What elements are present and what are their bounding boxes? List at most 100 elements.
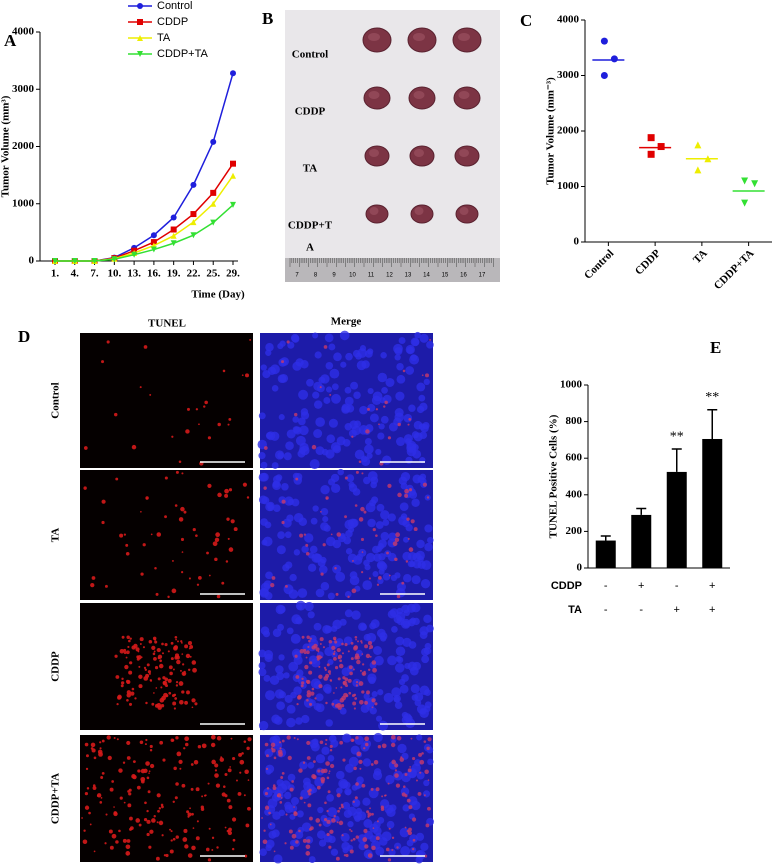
apoptotic-dot xyxy=(171,739,175,742)
apoptotic-dot xyxy=(330,533,333,536)
apoptotic-dot xyxy=(425,823,430,828)
apoptotic-dot xyxy=(334,666,339,670)
apoptotic-dot xyxy=(119,796,123,800)
nucleus xyxy=(426,341,434,349)
apoptotic-dot xyxy=(149,763,155,769)
nucleus xyxy=(275,665,284,674)
nucleus xyxy=(310,742,320,752)
x-tick-label: 7. xyxy=(90,268,99,280)
apoptotic-dot xyxy=(384,400,388,405)
apoptotic-dot xyxy=(376,583,380,586)
apoptotic-dot xyxy=(314,697,317,700)
apoptotic-dot xyxy=(157,809,160,813)
apoptotic-dot xyxy=(142,543,146,547)
nucleus xyxy=(389,608,399,618)
apoptotic-dot xyxy=(342,676,346,680)
legend-label: TA xyxy=(157,32,171,44)
nucleus xyxy=(380,510,390,520)
apoptotic-dot xyxy=(118,768,123,773)
apoptotic-dot xyxy=(154,703,159,708)
apoptotic-dot xyxy=(117,694,122,700)
apoptotic-dot xyxy=(175,681,179,684)
apoptotic-dot xyxy=(307,645,310,649)
tumor-highlight xyxy=(368,91,380,99)
marker xyxy=(230,70,236,77)
apoptotic-dot xyxy=(395,532,401,538)
treatment-level: + xyxy=(638,580,644,592)
apoptotic-dot xyxy=(142,646,145,649)
apoptotic-dot xyxy=(349,671,353,676)
apoptotic-dot xyxy=(231,847,235,851)
apoptotic-dot xyxy=(246,746,250,751)
apoptotic-dot xyxy=(161,834,164,837)
error-bar xyxy=(671,448,682,472)
nucleus xyxy=(332,619,342,630)
apoptotic-dot xyxy=(326,776,330,780)
apoptotic-dot xyxy=(299,796,303,800)
apoptotic-dot xyxy=(271,576,276,580)
nucleus xyxy=(414,699,422,707)
nucleus xyxy=(409,560,416,567)
apoptotic-dot xyxy=(107,755,112,761)
apoptotic-dot xyxy=(168,691,172,695)
apoptotic-dot xyxy=(205,847,210,852)
y-tick-label: 400 xyxy=(566,488,583,500)
treatment-level: - xyxy=(675,580,679,592)
nucleus xyxy=(275,474,283,481)
apoptotic-dot xyxy=(296,738,299,741)
nucleus xyxy=(313,429,323,439)
row-label: TA xyxy=(50,528,62,543)
y-tick-label: 1000 xyxy=(12,197,35,209)
x-tick-label: 29. xyxy=(226,268,240,280)
nucleus xyxy=(313,622,322,631)
apoptotic-dot xyxy=(294,412,298,417)
nucleus xyxy=(406,346,414,354)
nucleus xyxy=(418,394,426,402)
apoptotic-dot xyxy=(344,515,347,519)
nucleus xyxy=(283,791,292,800)
nucleus xyxy=(308,563,317,572)
apoptotic-dot xyxy=(344,643,348,647)
tumor-highlight xyxy=(413,91,425,99)
nucleus xyxy=(312,391,320,399)
apoptotic-dot xyxy=(143,666,147,670)
apoptotic-dot xyxy=(355,684,359,687)
nucleus xyxy=(402,637,412,648)
nucleus xyxy=(419,708,429,719)
nucleus xyxy=(323,524,331,532)
apoptotic-dot xyxy=(145,761,150,766)
nucleus xyxy=(330,483,341,494)
apoptotic-dot xyxy=(83,446,88,450)
apoptotic-dot xyxy=(305,551,310,556)
apoptotic-dot xyxy=(222,369,226,373)
apoptotic-dot xyxy=(263,829,266,832)
nucleus xyxy=(318,839,327,847)
apoptotic-dot xyxy=(100,776,104,779)
apoptotic-dot xyxy=(375,836,380,841)
nucleus xyxy=(318,565,328,574)
marker xyxy=(190,232,197,239)
apoptotic-dot xyxy=(325,701,328,705)
apoptotic-dot xyxy=(391,848,394,851)
apoptotic-dot xyxy=(198,423,200,426)
apoptotic-dot xyxy=(318,684,323,689)
apoptotic-dot xyxy=(138,665,141,668)
apoptotic-dot xyxy=(335,687,338,689)
nucleus xyxy=(362,797,371,806)
nucleus xyxy=(396,374,406,384)
apoptotic-dot xyxy=(145,738,148,742)
bar xyxy=(702,438,723,568)
apoptotic-dot xyxy=(341,695,346,701)
y-tick-label: 1000 xyxy=(557,180,580,192)
apoptotic-dot xyxy=(293,806,295,808)
apoptotic-dot xyxy=(101,360,105,364)
apoptotic-dot xyxy=(245,373,249,378)
apoptotic-dot xyxy=(405,560,409,563)
apoptotic-dot xyxy=(139,740,144,745)
apoptotic-dot xyxy=(308,670,313,675)
apoptotic-dot xyxy=(424,854,428,858)
apoptotic-dot xyxy=(358,759,363,764)
apoptotic-dot xyxy=(121,635,125,639)
nucleus xyxy=(374,655,384,666)
nucleus xyxy=(426,817,435,826)
